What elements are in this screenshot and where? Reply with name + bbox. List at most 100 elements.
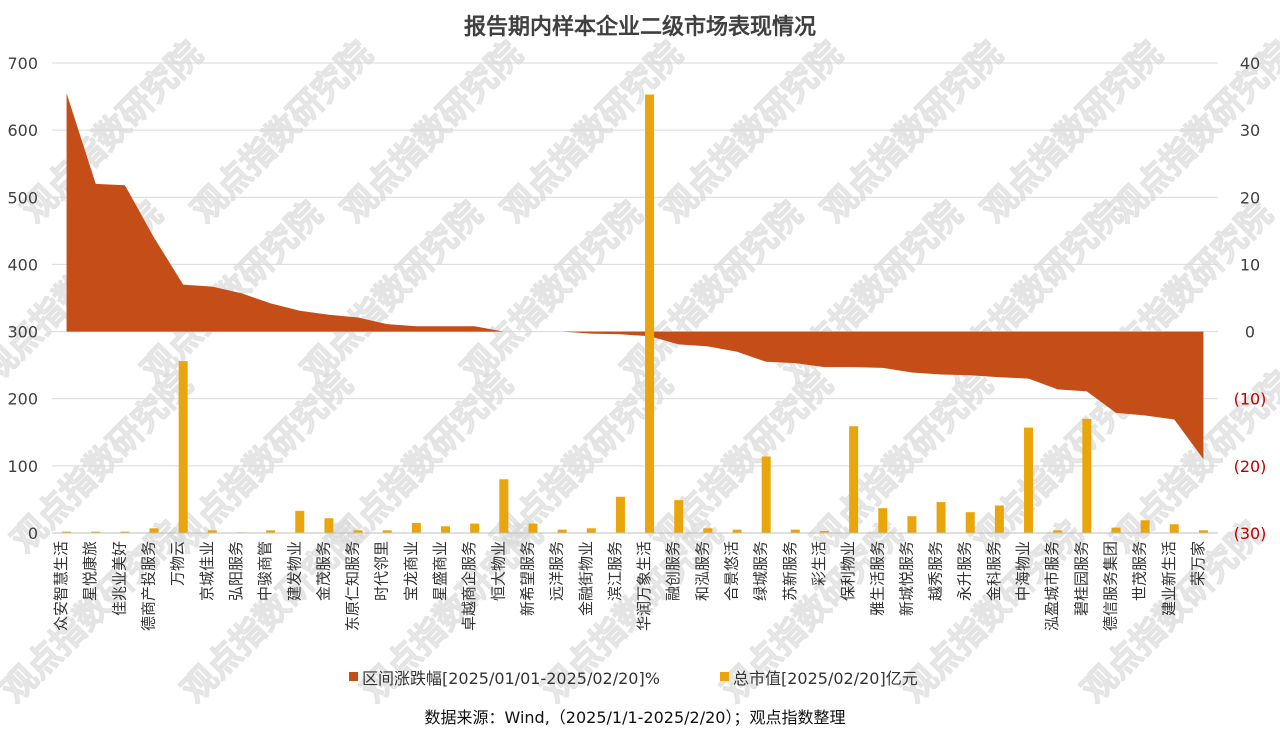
bar-market-cap xyxy=(295,510,305,533)
bar-market-cap xyxy=(382,530,392,533)
category-label: 建发物业 xyxy=(285,541,303,601)
y-right-tick-label: 0 xyxy=(1245,323,1255,342)
y-left-tick-label: 300 xyxy=(7,323,38,342)
bar-market-cap xyxy=(266,530,276,533)
legend-swatch-market-cap xyxy=(720,672,729,681)
bar-market-cap xyxy=(761,456,771,533)
bar-market-cap xyxy=(149,528,159,533)
category-label: 金茂服务 xyxy=(314,541,332,601)
legend-label-market-cap: 总市值[2025/02/20]亿元 xyxy=(733,669,918,688)
legend-swatch-change xyxy=(349,672,358,681)
category-label: 和泓服务 xyxy=(693,541,711,601)
bar-market-cap xyxy=(120,531,130,533)
legend-label-change: 区间涨跌幅[2025/01/01-2025/02/20]% xyxy=(362,669,660,688)
bar-market-cap xyxy=(1111,527,1121,533)
bar-market-cap xyxy=(528,523,538,533)
y-right-tick-label: 30 xyxy=(1240,121,1260,140)
category-label: 恒大物业 xyxy=(489,541,507,601)
category-label: 融创服务 xyxy=(664,541,682,601)
area-change-series xyxy=(66,93,1204,460)
bar-market-cap xyxy=(819,530,829,533)
category-label: 雅生活服务 xyxy=(868,541,886,616)
bar-market-cap xyxy=(645,94,655,534)
bar-market-cap xyxy=(615,496,625,533)
bar-market-cap xyxy=(470,523,480,533)
bar-market-cap xyxy=(586,528,596,533)
bar-market-cap xyxy=(732,529,742,533)
category-label: 金科服务 xyxy=(985,541,1003,601)
market-cap-bar-series xyxy=(62,94,1208,534)
source-note: 数据来源：Wind,（2025/1/1-2025/2/20）；观点指数整理 xyxy=(425,708,846,727)
bar-market-cap xyxy=(411,522,421,533)
y-left-ticks: 0 100 200 300 400 500 600 700 xyxy=(7,54,38,543)
y-right-tick-label: (20) xyxy=(1234,457,1267,476)
category-label: 苏新服务 xyxy=(781,541,799,601)
y-right-tick-label: (30) xyxy=(1234,524,1267,543)
bar-market-cap xyxy=(907,516,917,533)
bar-market-cap xyxy=(353,530,363,533)
category-label: 新城悦服务 xyxy=(897,541,915,616)
category-label: 绿城服务 xyxy=(752,541,770,601)
bar-market-cap xyxy=(878,508,888,533)
category-label: 星盛商业 xyxy=(431,541,449,601)
category-label: 卓越商企服务 xyxy=(460,541,478,631)
bar-market-cap xyxy=(936,502,946,533)
category-label: 世茂服务 xyxy=(1131,541,1149,601)
bar-market-cap xyxy=(441,526,451,533)
category-label: 中骏商管 xyxy=(256,541,274,601)
bar-market-cap xyxy=(1169,524,1179,533)
category-labels: 众安智慧生活 星悦康旅 佳兆业美好 德商产投服务 万物云 京城佳业 弘阳服务 中骏商管 建发物业… xyxy=(52,541,1207,631)
bar-market-cap xyxy=(994,505,1004,533)
category-label: 中海物业 xyxy=(1014,541,1032,601)
category-label: 荣万家 xyxy=(1189,541,1207,586)
bar-market-cap xyxy=(674,500,684,533)
category-label: 越秀服务 xyxy=(927,541,945,601)
category-label: 保利物业 xyxy=(839,541,857,601)
bar-market-cap xyxy=(499,479,509,533)
category-label: 金融街物业 xyxy=(577,541,595,616)
category-label: 时代邻里 xyxy=(373,541,391,601)
category-label: 宝龙商业 xyxy=(402,541,420,601)
bar-market-cap xyxy=(178,361,188,533)
y-left-tick-label: 400 xyxy=(7,255,38,274)
category-label: 彩生活 xyxy=(810,541,828,586)
bar-market-cap xyxy=(1053,530,1063,533)
category-label: 泓盈城市服务 xyxy=(1043,541,1061,631)
category-label: 华润万象生活 xyxy=(635,541,653,631)
bar-market-cap xyxy=(790,529,800,533)
bar-market-cap xyxy=(207,530,217,533)
legend: 区间涨跌幅[2025/01/01-2025/02/20]% 总市值[2025/0… xyxy=(349,669,918,688)
y-left-tick-label: 200 xyxy=(7,390,38,409)
bar-market-cap xyxy=(1198,530,1208,533)
y-right-tick-label: (10) xyxy=(1234,390,1267,409)
bar-market-cap xyxy=(1024,427,1034,533)
y-right-tick-label: 20 xyxy=(1240,188,1260,207)
category-label: 德信服务集团 xyxy=(1101,541,1119,631)
y-left-tick-label: 0 xyxy=(28,524,38,543)
y-right-tick-label: 40 xyxy=(1240,54,1260,73)
bar-market-cap xyxy=(1082,418,1092,533)
category-label: 佳兆业美好 xyxy=(110,541,128,616)
y-left-tick-label: 500 xyxy=(7,188,38,207)
category-label: 东原仁知服务 xyxy=(344,541,362,631)
y-right-tick-label: 10 xyxy=(1240,255,1260,274)
change-area-series xyxy=(66,93,1204,460)
category-label: 滨江服务 xyxy=(606,541,624,601)
bar-market-cap xyxy=(62,531,72,533)
category-label: 碧桂园服务 xyxy=(1072,541,1090,616)
bar-market-cap xyxy=(703,528,713,533)
chart-title: 报告期内样本企业二级市场表现情况 xyxy=(464,14,816,40)
category-label: 弘阳服务 xyxy=(227,541,245,601)
category-label: 万物云 xyxy=(169,541,187,586)
category-label: 合景悠活 xyxy=(723,541,741,601)
y-left-tick-label: 100 xyxy=(7,457,38,476)
bar-market-cap xyxy=(91,531,101,533)
bar-market-cap xyxy=(849,426,859,533)
category-label: 新希望服务 xyxy=(518,541,536,616)
y-left-tick-label: 600 xyxy=(7,121,38,140)
category-label: 众安智慧生活 xyxy=(52,541,70,631)
category-label: 永升服务 xyxy=(956,541,974,601)
y-right-ticks: (30) (20) (10) 0 10 20 30 40 xyxy=(1234,54,1267,543)
bar-market-cap xyxy=(1140,520,1150,533)
